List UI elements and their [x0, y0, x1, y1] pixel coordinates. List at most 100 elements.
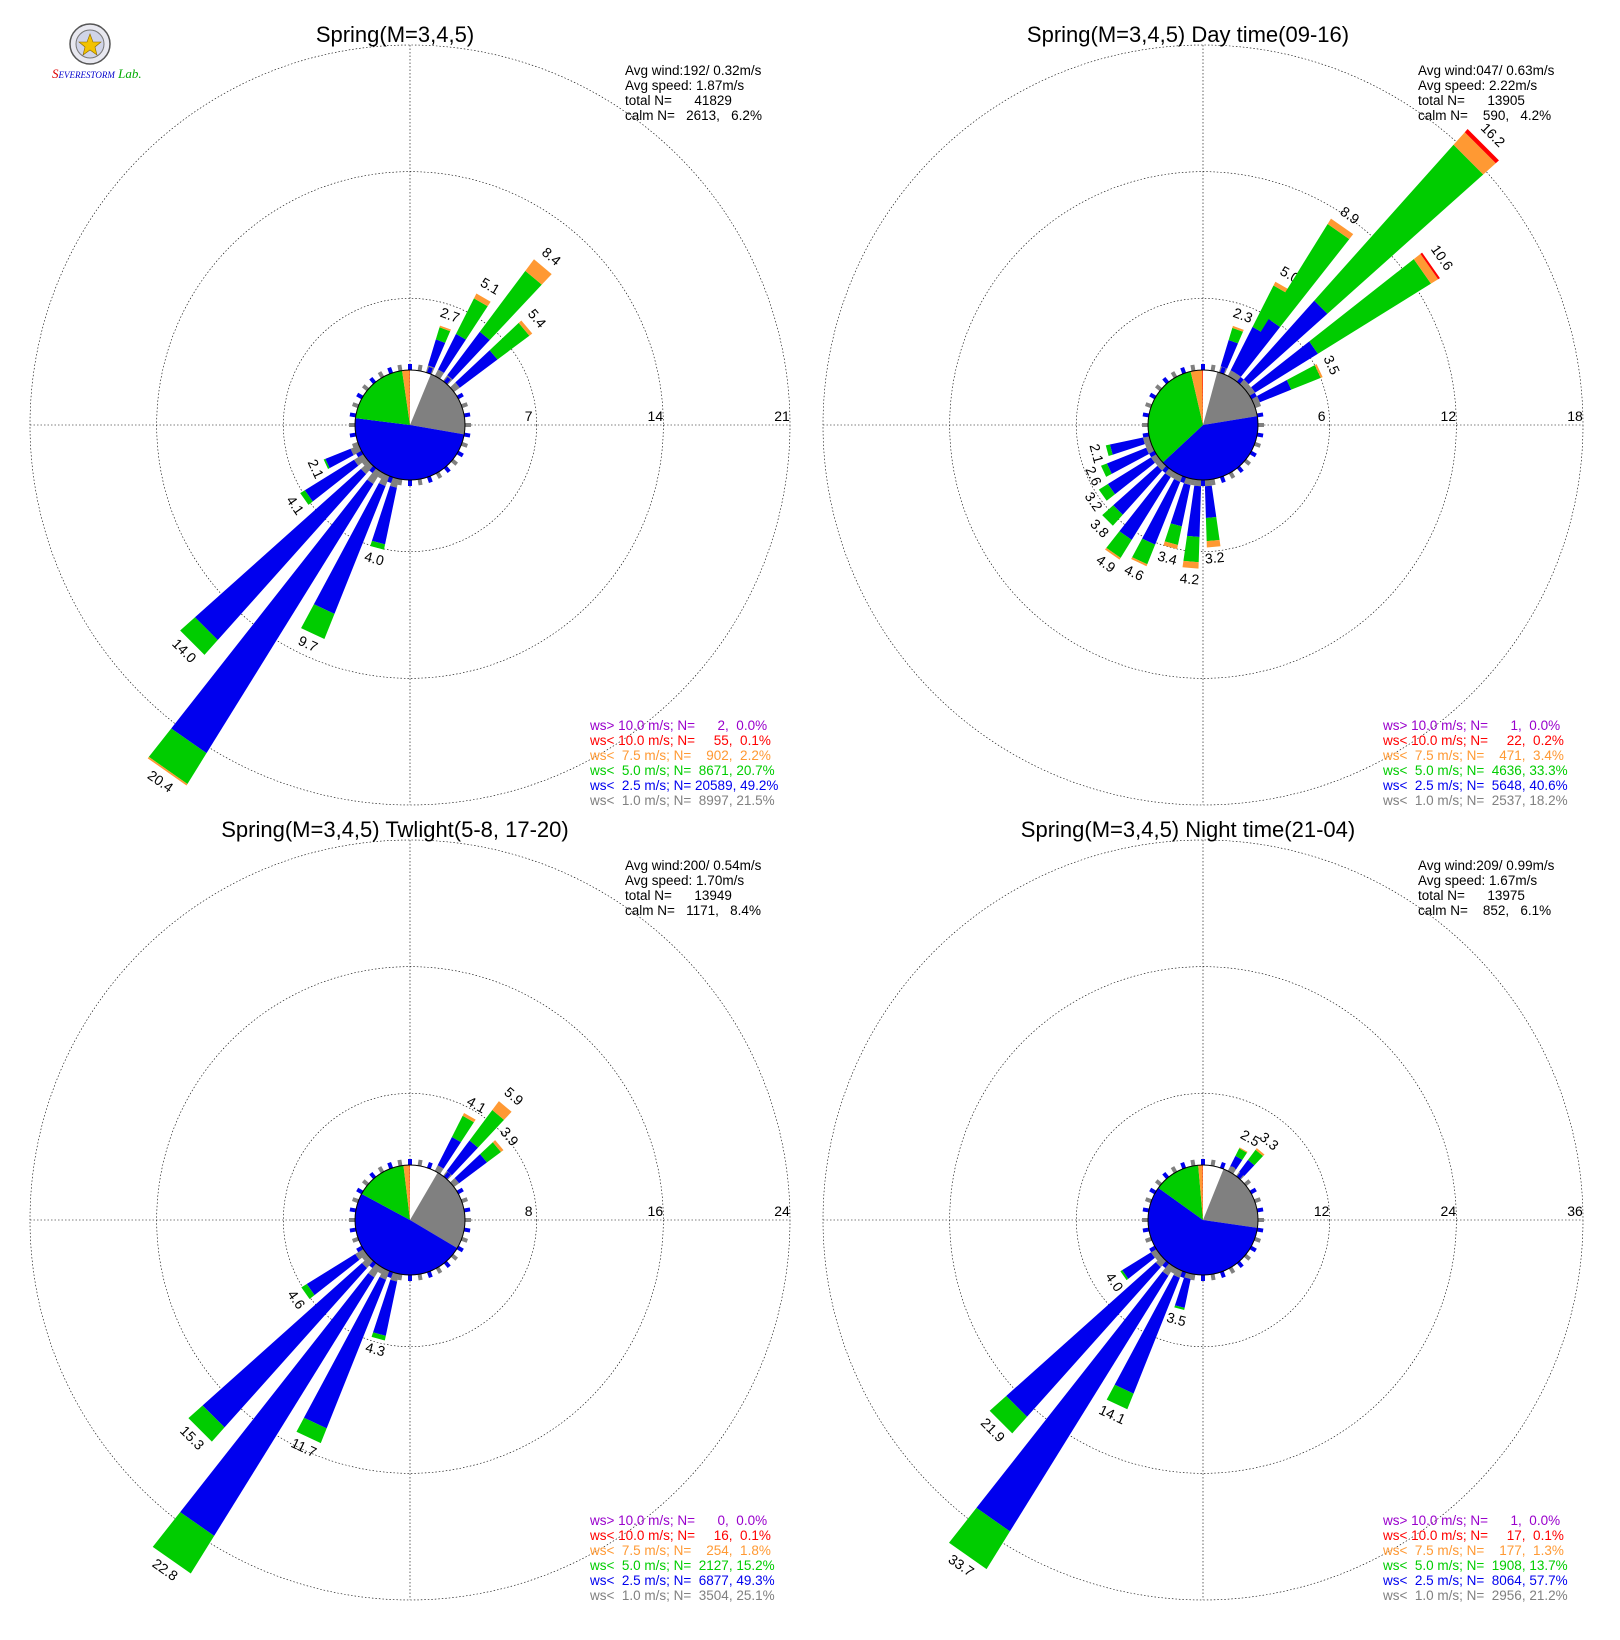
petal-label: 8.9	[1337, 203, 1362, 227]
pie-slice	[410, 1172, 465, 1249]
petal-segment	[361, 1256, 374, 1269]
minor-petal	[1144, 1197, 1153, 1204]
grid-ring	[822, 839, 1584, 1601]
minor-petal	[1219, 1161, 1226, 1170]
minor-petal	[456, 392, 464, 400]
petal-label: 3.5	[1165, 1309, 1188, 1330]
petal-segment	[462, 1112, 476, 1123]
petal-segment	[1286, 365, 1321, 390]
stats-line: calm N= 590, 4.2%	[1418, 108, 1551, 123]
petal-segment	[371, 1332, 386, 1341]
minor-petal	[387, 1270, 394, 1279]
minor-petal	[1243, 1253, 1252, 1261]
legend-entry: ws> 10.0 m/s; N= 1, 0.0%	[1382, 718, 1560, 733]
legend-entry: ws< 7.5 m/s; N= 177, 1.3%	[1382, 1543, 1564, 1558]
petal-segment	[489, 322, 530, 360]
legend-entry: ws< 7.5 m/s; N= 254, 1.8%	[589, 1543, 771, 1558]
petal-segment	[379, 1268, 390, 1280]
minor-petal	[1219, 1270, 1226, 1279]
minor-petal	[1149, 392, 1157, 400]
petal-segment	[1239, 1159, 1255, 1177]
petal-label: 3.9	[497, 1124, 522, 1149]
petal-segment	[1182, 560, 1199, 569]
windrose-panel-3: 8 16 244.1 5.93.922.815.3 11.74.34.6Spring(M…	[29, 817, 791, 1603]
petal-segment	[525, 259, 552, 285]
pie-outline	[1147, 369, 1259, 481]
petal-segment	[1120, 1270, 1129, 1281]
minor-petal	[1142, 1207, 1150, 1213]
petal-segment	[1464, 129, 1499, 164]
petal-segment	[1251, 341, 1318, 393]
minor-petal	[1154, 1253, 1163, 1261]
petal-segment	[367, 468, 382, 485]
petal-label: 5.4	[525, 306, 550, 331]
petal-segment	[148, 728, 207, 784]
minor-petal	[1228, 371, 1236, 379]
lab-logo: SEVERESTORM Lab.	[50, 22, 150, 84]
minor-petal	[1190, 478, 1196, 486]
pie-slice	[410, 1165, 438, 1220]
petal-segment	[1102, 505, 1123, 526]
petal-segment	[446, 1140, 478, 1176]
minor-petal	[443, 376, 451, 385]
minor-petal	[1219, 475, 1226, 484]
petal-segment	[355, 1248, 367, 1260]
minor-petal	[460, 441, 469, 448]
stats-line: calm N= 852, 6.1%	[1418, 903, 1551, 918]
petal-segment	[1252, 285, 1289, 334]
minor-petal	[443, 465, 451, 474]
minor-petal	[456, 1245, 464, 1253]
grid-ring	[1076, 298, 1330, 552]
minor-petal	[1170, 471, 1178, 479]
petal-segment	[1006, 1262, 1161, 1417]
petal-segment	[1204, 479, 1212, 487]
petal-segment	[1243, 300, 1328, 385]
petal-segment	[1105, 547, 1121, 560]
grid-ring	[949, 171, 1457, 679]
petal-label: 3.2	[1204, 549, 1225, 567]
legend-entry: ws< 5.0 m/s; N= 4636, 33.3%	[1382, 763, 1568, 778]
minor-petal	[1142, 412, 1150, 418]
minor-petal	[1144, 402, 1153, 409]
petal-segment	[1453, 132, 1496, 175]
minor-petal	[351, 441, 360, 448]
pie-slice	[354, 1193, 458, 1275]
ring-label: 12	[1314, 1203, 1330, 1219]
legend-entry: ws< 5.0 m/s; N= 8671, 20.7%	[589, 763, 775, 778]
minor-petal	[1144, 441, 1153, 448]
minor-petal	[387, 475, 394, 484]
minor-petal	[1249, 1245, 1257, 1253]
minor-petal	[361, 458, 370, 466]
stats-line: calm N= 2613, 6.2%	[625, 108, 762, 123]
petal-segment	[180, 617, 218, 655]
minor-petal	[1249, 392, 1257, 400]
pie-slice	[1148, 1187, 1258, 1275]
petal-segment	[1314, 144, 1484, 314]
minor-petal	[349, 1207, 357, 1213]
petal-segment	[1327, 218, 1354, 240]
windrose-panel-1: 7 14 215.18.45.42.720.414.0 9.74.04.12.1Spr…	[29, 22, 791, 808]
petal-segment	[1235, 1148, 1247, 1160]
pie-slice	[1202, 370, 1203, 425]
grid-ring	[29, 44, 791, 806]
pie-slice	[355, 370, 410, 425]
petal-label: 2.6	[1082, 464, 1105, 489]
minor-petal	[1256, 1227, 1264, 1233]
minor-petal	[417, 1273, 423, 1281]
petal-segment	[360, 461, 374, 475]
grid-ring	[156, 966, 664, 1474]
petal-segment	[1309, 259, 1431, 354]
minor-petal	[387, 1161, 394, 1170]
petal-segment	[304, 459, 359, 502]
minor-petal	[450, 458, 459, 466]
petal-segment	[1314, 364, 1323, 378]
stats-line: total N= 13975	[1418, 888, 1525, 903]
minor-petal	[1190, 1273, 1196, 1281]
ring-label: 36	[1567, 1203, 1583, 1219]
minor-petal	[1243, 384, 1252, 392]
minor-petal	[443, 1171, 451, 1180]
legend-entry: ws< 1.0 m/s; N= 2537, 18.2%	[1382, 793, 1568, 808]
minor-petal	[1170, 371, 1178, 379]
petal-segment	[1183, 535, 1200, 563]
